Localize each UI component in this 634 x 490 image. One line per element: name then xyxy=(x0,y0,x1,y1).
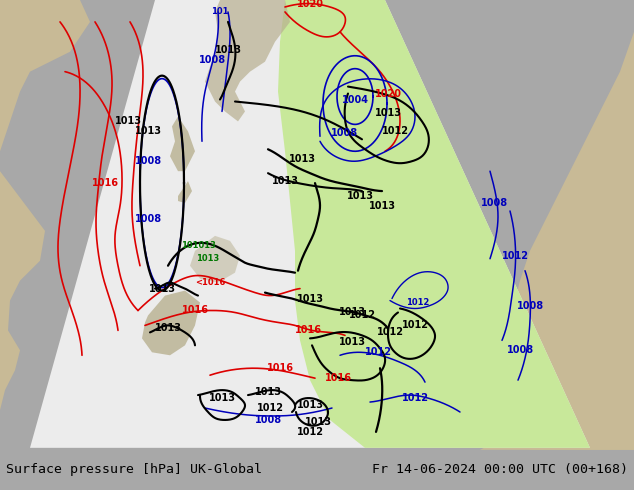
Text: 1016: 1016 xyxy=(181,305,209,316)
Text: 1013: 1013 xyxy=(304,417,332,427)
Polygon shape xyxy=(178,181,192,203)
Text: 1013: 1013 xyxy=(368,201,396,211)
Text: 1008: 1008 xyxy=(481,198,508,208)
Text: 1004: 1004 xyxy=(342,95,368,104)
Text: 1013: 1013 xyxy=(115,117,141,126)
Text: 1013: 1013 xyxy=(197,254,219,263)
Text: 1008: 1008 xyxy=(254,415,281,425)
Text: 1020: 1020 xyxy=(297,0,323,9)
Text: 1013: 1013 xyxy=(288,154,316,164)
Text: 1013: 1013 xyxy=(155,323,181,333)
Text: 1008: 1008 xyxy=(134,156,162,166)
Text: 1012: 1012 xyxy=(501,251,529,261)
Polygon shape xyxy=(30,0,590,448)
Text: 101013: 101013 xyxy=(181,241,216,250)
Polygon shape xyxy=(0,0,90,151)
Polygon shape xyxy=(190,236,240,283)
Text: 1012: 1012 xyxy=(401,393,429,403)
Text: 1013: 1013 xyxy=(339,308,365,318)
Text: Surface pressure [hPa] UK-Global: Surface pressure [hPa] UK-Global xyxy=(6,464,262,476)
Text: 1008: 1008 xyxy=(198,55,226,65)
Text: 1012: 1012 xyxy=(377,327,403,338)
Text: 1013: 1013 xyxy=(148,284,176,294)
Polygon shape xyxy=(480,370,634,450)
Text: 1012: 1012 xyxy=(401,320,429,330)
Text: 1012: 1012 xyxy=(257,403,283,413)
Text: 1016: 1016 xyxy=(325,373,351,383)
Text: 1012: 1012 xyxy=(382,126,408,136)
Text: 1016: 1016 xyxy=(295,325,321,335)
Polygon shape xyxy=(205,0,290,122)
Text: 1016: 1016 xyxy=(91,178,119,188)
Text: 1013: 1013 xyxy=(271,176,299,186)
Polygon shape xyxy=(500,0,634,450)
Text: 1013: 1013 xyxy=(297,294,323,303)
Text: 1012: 1012 xyxy=(349,311,375,320)
Polygon shape xyxy=(278,0,590,448)
Polygon shape xyxy=(170,117,195,171)
Text: 1008: 1008 xyxy=(507,345,534,355)
Text: 1020: 1020 xyxy=(375,89,401,98)
Text: 1008: 1008 xyxy=(332,128,359,138)
Text: 1008: 1008 xyxy=(517,300,543,311)
Text: 1012: 1012 xyxy=(297,427,323,437)
Polygon shape xyxy=(0,0,45,450)
Text: 1013: 1013 xyxy=(214,45,242,55)
Text: 1013: 1013 xyxy=(347,191,373,201)
Text: 1013: 1013 xyxy=(375,108,401,119)
Text: 1012: 1012 xyxy=(365,347,392,357)
Text: 1013: 1013 xyxy=(297,400,323,410)
Text: Fr 14-06-2024 00:00 UTC (00+168): Fr 14-06-2024 00:00 UTC (00+168) xyxy=(372,464,628,476)
Text: 1013: 1013 xyxy=(209,393,235,403)
Text: <1016: <1016 xyxy=(195,278,225,287)
Text: 1013: 1013 xyxy=(339,337,365,347)
Text: 101: 101 xyxy=(211,7,229,17)
Polygon shape xyxy=(142,291,200,355)
Text: 1008: 1008 xyxy=(134,214,162,224)
Text: 1013: 1013 xyxy=(134,126,162,136)
Text: 1013: 1013 xyxy=(254,387,281,397)
Text: 1012: 1012 xyxy=(406,298,430,307)
Text: 1016: 1016 xyxy=(266,363,294,373)
